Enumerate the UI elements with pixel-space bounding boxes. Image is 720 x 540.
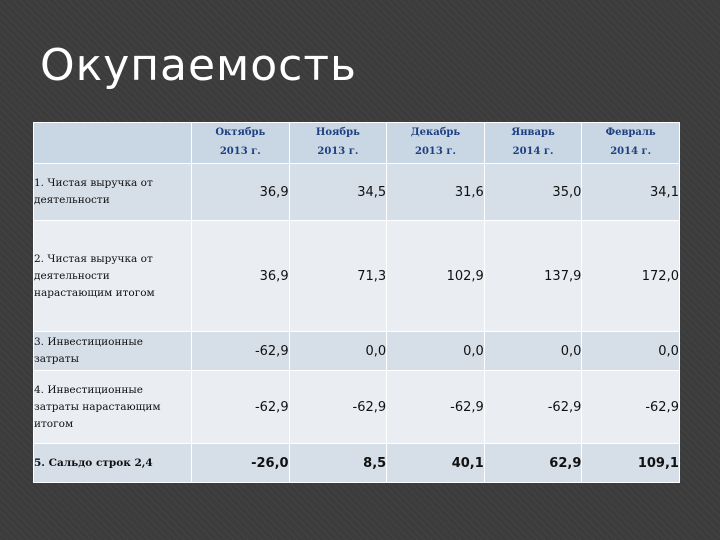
row-label: 3. Инвестиционные затраты [33, 331, 192, 371]
column-header-jan-2014: Январь 2014 г. [483, 122, 583, 164]
table-cell: -62,9 [288, 370, 388, 444]
table-cell: 62,9 [483, 443, 583, 483]
row-label: 1. Чистая выручка от деятельности [33, 163, 192, 221]
table-cell: -62,9 [581, 370, 680, 444]
table-cell: 0,0 [386, 331, 485, 371]
payback-table: Октябрь 2013 г. Ноябрь 2013 г. Декабрь 2013… [33, 122, 680, 483]
table-cell: -62,9 [191, 370, 290, 444]
table-cell: 40,1 [386, 443, 485, 483]
table-cell: 109,1 [581, 443, 680, 483]
table-cell: 0,0 [288, 331, 388, 371]
table-cell: 137,9 [483, 220, 583, 332]
column-header-nov-2013: Ноябрь 2013 г. [288, 122, 388, 164]
table-cell: 172,0 [581, 220, 680, 332]
table-cell: 34,5 [288, 163, 388, 221]
table-cell: 34,1 [581, 163, 680, 221]
row-label: 5. Сальдо строк 2,4 [33, 443, 192, 483]
table-row-balance: 5. Сальдо строк 2,4 -26,0 8,5 40,1 62,9 … [33, 443, 680, 483]
row-label: 2. Чистая выручка от деятельности нараст… [33, 220, 192, 332]
column-header-dec-2013: Декабрь 2013 г. [386, 122, 485, 164]
row-label: 4. Инвестиционные затраты нарастающим ит… [33, 370, 192, 444]
slide-title: Окупаемость [40, 40, 357, 91]
table-cell: -62,9 [191, 331, 290, 371]
table-cell: -62,9 [483, 370, 583, 444]
table-cell: 31,6 [386, 163, 485, 221]
table-cell: 36,9 [191, 163, 290, 221]
table-cell: 0,0 [581, 331, 680, 371]
table-cell: 71,3 [288, 220, 388, 332]
table-cell: 36,9 [191, 220, 290, 332]
table-cell: 35,0 [483, 163, 583, 221]
column-header-feb-2014: Февраль 2014 г. [581, 122, 680, 164]
table-cell: -62,9 [386, 370, 485, 444]
table-cell: 102,9 [386, 220, 485, 332]
table-row-investment-costs: 3. Инвестиционные затраты -62,9 0,0 0,0 … [33, 331, 680, 371]
table-cell: 8,5 [288, 443, 388, 483]
column-header-oct-2013: Октябрь 2013 г. [191, 122, 290, 164]
table-row-investment-costs-cumulative: 4. Инвестиционные затраты нарастающим ит… [33, 370, 680, 444]
header-row: Октябрь 2013 г. Ноябрь 2013 г. Декабрь 2013… [33, 122, 680, 164]
header-corner-cell [33, 122, 192, 164]
table-row-net-revenue-cumulative: 2. Чистая выручка от деятельности нараст… [33, 220, 680, 332]
table-row-net-revenue: 1. Чистая выручка от деятельности 36,9 3… [33, 163, 680, 221]
table-cell: 0,0 [483, 331, 583, 371]
table-cell: -26,0 [191, 443, 290, 483]
